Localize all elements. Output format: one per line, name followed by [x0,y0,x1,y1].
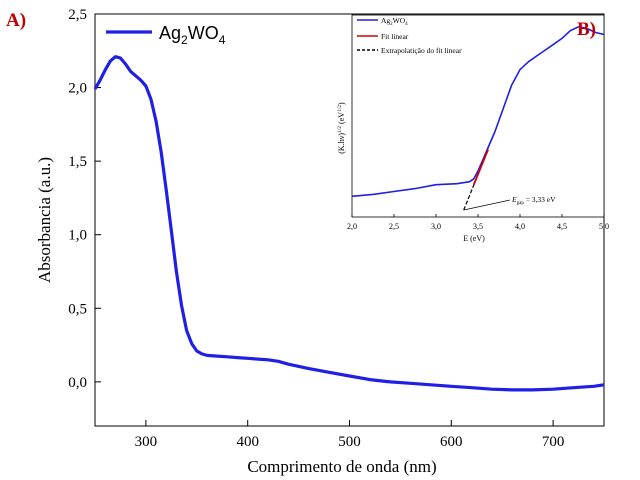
inset-panel: 2,0 2,5 3,0 3,5 4,0 4,5 5,0 B) E (eV) (K.hν)1/… [337,14,609,243]
inset-x-tick-label: 2,5 [389,222,399,231]
main-x-tick-label: 700 [542,434,565,450]
egap-annotation-arrow [463,199,511,211]
inset-plot-frame [351,14,605,218]
panel-label-a: A) [6,10,26,31]
inset-y-axis-label: (K.hν)1/2 (eV1/2) [337,102,346,154]
panel-label-b: B) [577,19,596,40]
inset-x-tick-label: 4,0 [515,222,525,231]
inset-x-axis: 2,0 2,5 3,0 3,5 4,0 4,5 5,0 [347,214,609,231]
main-x-axis: 300 400 500 600 700 [135,420,565,450]
egap-annotation: Egap = 3,33 eV [511,195,556,206]
main-x-axis-label: Comprimento de onda (nm) [247,457,436,476]
main-y-tick-label: 2,5 [68,7,87,23]
main-legend-label: Ag2WO4 [159,23,226,47]
main-y-tick-label: 0,0 [68,375,87,391]
inset-fit-line [472,149,489,185]
inset-legend-label-series: Ag2WO4 [381,16,408,27]
inset-x-tick-label: 2,0 [347,222,357,231]
main-legend: Ag2WO4 [106,23,226,47]
inset-x-tick-label: 4,5 [557,222,567,231]
inset-x-axis-label: E (eV) [463,234,485,243]
main-x-tick-label: 600 [440,434,463,450]
main-y-tick-label: 1,5 [68,154,87,170]
inset-x-tick-label: 3,0 [431,222,441,231]
main-y-axis: 0,0 0,5 1,0 1,5 2,0 2,5 [68,7,101,391]
inset-legend-label-fit: Fit linear [381,32,409,41]
main-y-tick-label: 0,5 [68,301,87,317]
main-y-tick-label: 2,0 [68,81,87,97]
main-x-tick-label: 500 [338,434,361,450]
inset-legend-label-extrapolation: Extrapolatição do fit linear [381,46,462,55]
main-series-line [93,55,605,392]
inset-x-tick-label: 5,0 [599,222,609,231]
inset-legend: Ag2WO4 Fit linear Extrapolatição do fit … [357,16,462,55]
inset-series-line [351,25,605,198]
main-y-axis-label: Absorbancia (a.u.) [35,157,54,283]
main-x-tick-label: 300 [135,434,158,450]
inset-x-tick-label: 3,5 [473,222,483,231]
main-x-tick-label: 400 [236,434,259,450]
main-y-tick-label: 1,0 [68,228,87,244]
